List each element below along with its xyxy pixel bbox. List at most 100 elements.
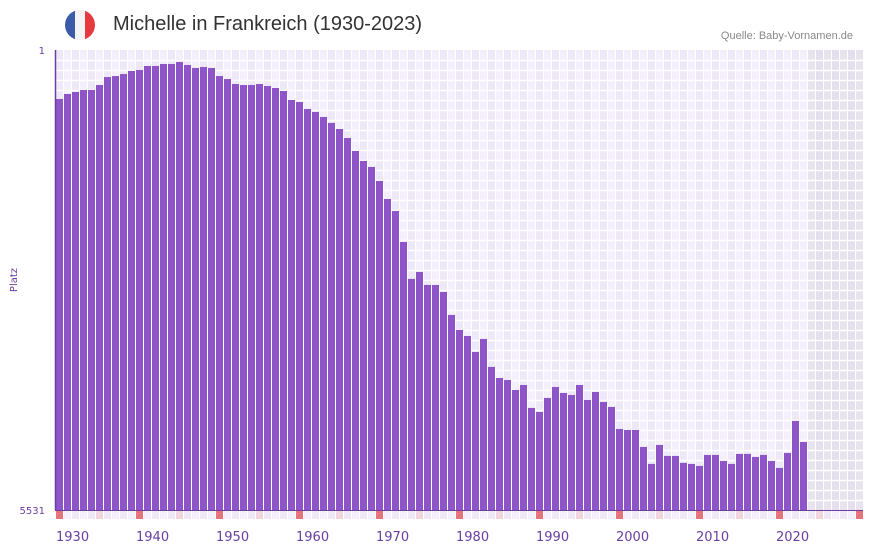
bar-1987[interactable] [512, 389, 519, 510]
bar-2017[interactable] [752, 456, 759, 510]
bar-1944[interactable] [168, 63, 175, 511]
bar-2004[interactable] [648, 463, 655, 510]
bar-1988[interactable] [520, 384, 527, 510]
bar-2010[interactable] [696, 465, 703, 510]
bar-1956[interactable] [264, 86, 271, 511]
bar-1930[interactable] [56, 98, 63, 511]
bar-1983[interactable] [480, 338, 487, 510]
bar-1942[interactable] [152, 65, 159, 510]
bar-1973[interactable] [400, 241, 407, 510]
bar-1994[interactable] [568, 394, 575, 510]
bar-1940[interactable] [136, 69, 143, 510]
bar-2018[interactable] [760, 454, 767, 510]
bar-2014[interactable] [728, 463, 735, 510]
bar-1977[interactable] [432, 284, 439, 510]
bar-1980[interactable] [456, 329, 463, 510]
bar-1972[interactable] [392, 210, 399, 510]
bar-2008[interactable] [680, 462, 687, 510]
bar-2000[interactable] [616, 428, 623, 510]
bar-1935[interactable] [96, 85, 103, 510]
bar-1964[interactable] [328, 122, 335, 510]
bar-1941[interactable] [144, 65, 151, 510]
bar-1982[interactable] [472, 351, 479, 510]
bar-1969[interactable] [368, 166, 375, 511]
bar-2020[interactable] [776, 467, 783, 510]
bar-2023[interactable] [800, 441, 807, 510]
bar-1976[interactable] [424, 284, 431, 510]
bar-1958[interactable] [280, 91, 287, 511]
bar-1966[interactable] [344, 138, 351, 510]
bar-1995[interactable] [576, 384, 583, 510]
bar-1951[interactable] [224, 79, 231, 511]
bar-2021[interactable] [784, 452, 791, 510]
bar-1986[interactable] [504, 379, 511, 510]
bar-1971[interactable] [384, 198, 391, 510]
bar-1985[interactable] [496, 377, 503, 510]
bar-1933[interactable] [80, 90, 87, 510]
bar-1975[interactable] [416, 271, 423, 510]
bar-2015[interactable] [736, 453, 743, 510]
bar-1984[interactable] [488, 366, 495, 510]
bar-1955[interactable] [256, 84, 263, 510]
bar-1950[interactable] [216, 76, 223, 510]
bar-1937[interactable] [112, 76, 119, 510]
bar-1932[interactable] [72, 92, 79, 510]
bar-2006[interactable] [664, 455, 671, 510]
year-marker [496, 511, 503, 519]
bar-1931[interactable] [64, 94, 71, 511]
bar-2003[interactable] [640, 446, 647, 510]
bar-1965[interactable] [336, 129, 343, 511]
bar-1954[interactable] [248, 85, 255, 510]
bar-1963[interactable] [320, 116, 327, 510]
bar-1939[interactable] [128, 70, 135, 510]
bar-2009[interactable] [688, 463, 695, 510]
bar-1957[interactable] [272, 88, 279, 510]
bar-1959[interactable] [288, 99, 295, 510]
bar-1938[interactable] [120, 74, 127, 510]
bar-1999[interactable] [608, 406, 615, 510]
bar-1936[interactable] [104, 77, 111, 510]
bar-1968[interactable] [360, 160, 367, 510]
bar-2001[interactable] [624, 429, 631, 510]
bar-1993[interactable] [560, 392, 567, 510]
bar-1948[interactable] [200, 66, 207, 510]
bar-1997[interactable] [592, 391, 599, 510]
bar-1979[interactable] [448, 314, 455, 510]
bar-1962[interactable] [312, 111, 319, 510]
bar-1992[interactable] [552, 386, 559, 510]
bar-1949[interactable] [208, 67, 215, 510]
bar-1960[interactable] [296, 101, 303, 511]
year-marker [816, 511, 823, 519]
bar-1945[interactable] [176, 61, 183, 510]
bar-1953[interactable] [240, 85, 247, 510]
bar-1990[interactable] [536, 411, 543, 510]
year-marker [704, 511, 711, 519]
bar-2013[interactable] [720, 460, 727, 510]
bar-1967[interactable] [352, 150, 359, 511]
bar-2012[interactable] [712, 454, 719, 510]
bar-1996[interactable] [584, 399, 591, 510]
bar-2002[interactable] [632, 429, 639, 510]
bar-1943[interactable] [160, 63, 167, 511]
bar-1998[interactable] [600, 401, 607, 510]
bar-2011[interactable] [704, 454, 711, 510]
bar-1978[interactable] [440, 291, 447, 510]
bar-2007[interactable] [672, 455, 679, 510]
bar-1989[interactable] [528, 407, 535, 510]
bar-1974[interactable] [408, 278, 415, 510]
bar-1991[interactable] [544, 397, 551, 510]
bar-2019[interactable] [768, 460, 775, 510]
bar-2005[interactable] [656, 444, 663, 510]
bar-1970[interactable] [376, 180, 383, 510]
bar-2022[interactable] [792, 420, 799, 510]
bar-1952[interactable] [232, 84, 239, 510]
bar-1947[interactable] [192, 67, 199, 510]
bar-1946[interactable] [184, 64, 191, 511]
bar-1981[interactable] [464, 335, 471, 510]
x-tick-labels: 1930 1940 1950 1960 1970 1980 1990 2000 2010 2020 [56, 530, 809, 545]
year-marker [392, 511, 399, 519]
bar-1934[interactable] [88, 90, 95, 510]
bar-2016[interactable] [744, 453, 751, 510]
bar-1961[interactable] [304, 108, 311, 510]
